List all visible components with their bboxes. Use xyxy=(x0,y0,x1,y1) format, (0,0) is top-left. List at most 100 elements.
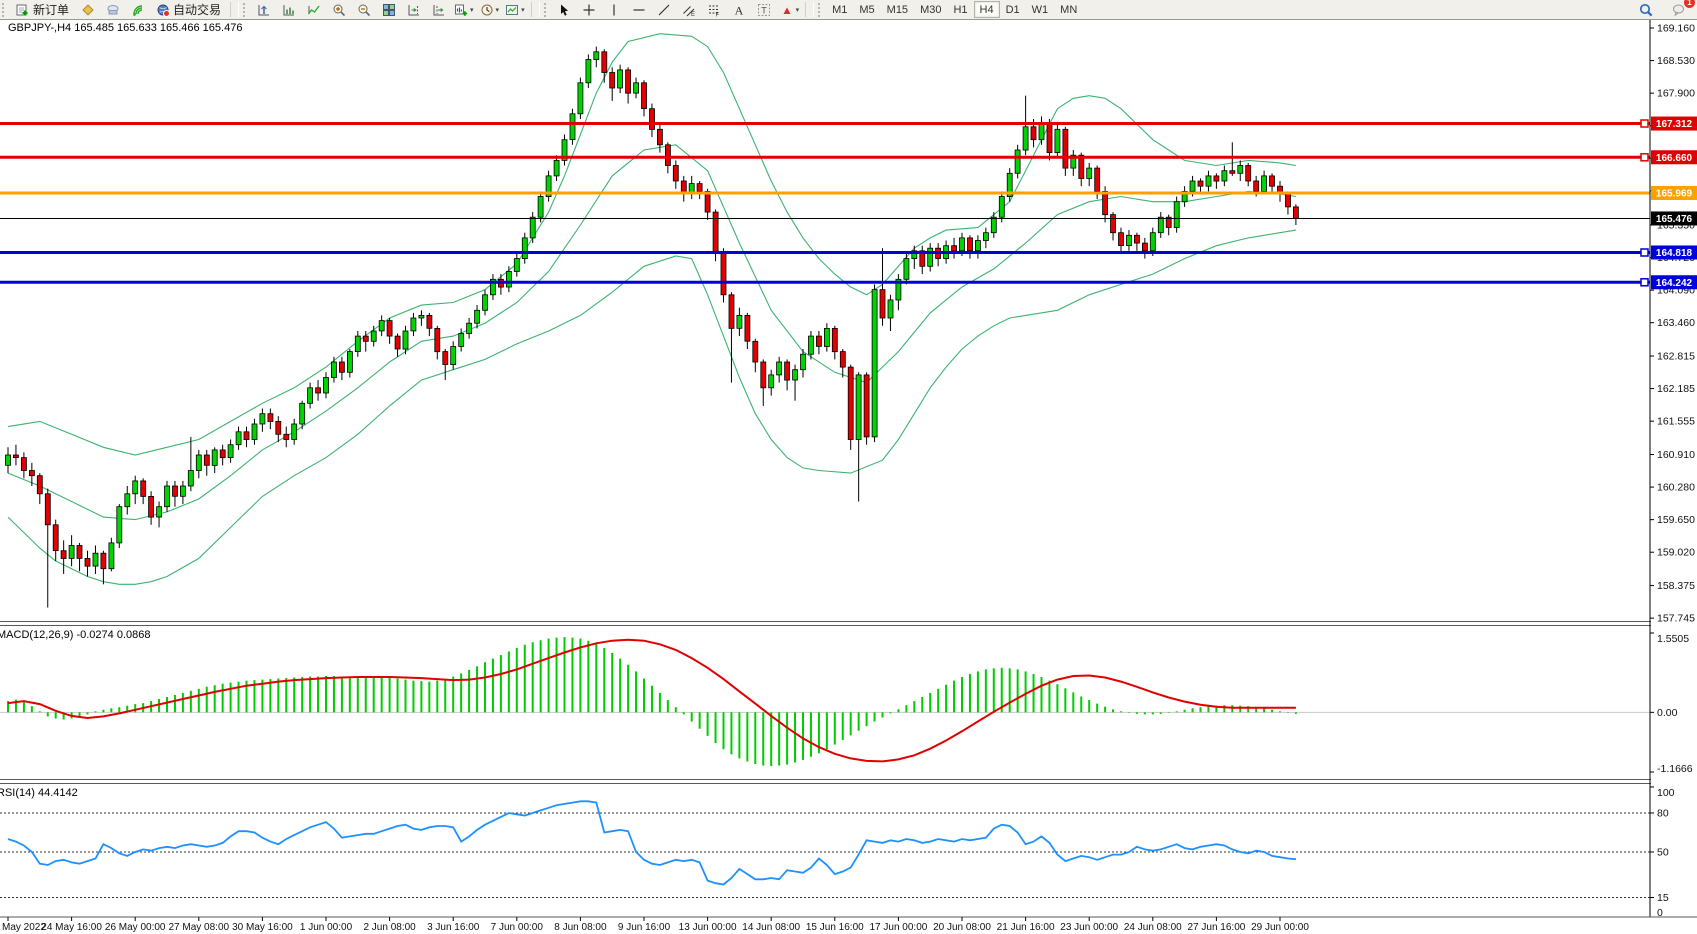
timeframe-button-m15[interactable]: M15 xyxy=(886,3,909,16)
macd-signal-line xyxy=(7,638,1296,763)
candle-body xyxy=(307,387,314,404)
price-tag xyxy=(1651,275,1697,290)
auto-scroll-button[interactable] xyxy=(401,0,426,19)
channel-icon: E xyxy=(683,5,695,17)
tile-windows-button[interactable] xyxy=(376,0,401,19)
panel-separator[interactable] xyxy=(0,621,1697,626)
timeframe-button-d1[interactable]: D1 xyxy=(1005,3,1020,16)
candle-body xyxy=(434,327,441,353)
new-chart-button[interactable]: ▾ xyxy=(451,0,477,19)
timeframe-button-m1[interactable]: M1 xyxy=(832,3,848,16)
bollinger-upper-line xyxy=(7,33,1296,456)
candle-body xyxy=(776,361,782,376)
candle-body xyxy=(1285,193,1291,208)
crosshair-button[interactable] xyxy=(577,0,602,19)
trendline-button[interactable] xyxy=(652,0,677,19)
price-hline-handle[interactable] xyxy=(1640,248,1649,257)
candle-body xyxy=(672,165,679,182)
candle-body xyxy=(808,335,814,355)
candle-body xyxy=(1293,206,1299,219)
cursor-button[interactable] xyxy=(552,0,577,19)
vertical-line-button[interactable] xyxy=(602,0,627,19)
timeframe-button-h1[interactable]: H1 xyxy=(953,3,968,16)
candle-body xyxy=(760,361,767,389)
zoom-out-button[interactable] xyxy=(351,0,376,19)
candle-body xyxy=(28,470,35,477)
candle-body xyxy=(20,457,27,471)
price-tag-label: 165.969 xyxy=(1656,188,1693,199)
chevron-down-icon: ▾ xyxy=(470,6,474,14)
text-label-button[interactable]: T xyxy=(752,0,777,19)
template-icon xyxy=(506,4,519,15)
zoom-in-button[interactable] xyxy=(326,0,351,19)
candle-body xyxy=(148,495,155,518)
candle-body xyxy=(315,387,322,394)
timeframe-button-mn[interactable]: MN xyxy=(1060,3,1078,16)
chart-type-button[interactable] xyxy=(301,0,326,19)
svg-text:T: T xyxy=(761,5,767,15)
price-hline-handle[interactable] xyxy=(1640,119,1649,128)
candle-body xyxy=(1197,180,1204,187)
price-hline-handle[interactable] xyxy=(1640,278,1649,287)
macd-indicator-label: MACD(12,26,9) -0.0274 0.0868 xyxy=(0,629,151,641)
candle-body xyxy=(537,196,544,218)
candle-body xyxy=(195,454,202,471)
candle-body xyxy=(505,271,512,288)
fibonacci-button[interactable]: F xyxy=(702,0,727,19)
timeframe-button-m30[interactable]: M30 xyxy=(920,3,942,16)
candle-body xyxy=(768,374,775,389)
macd-axis-label: 1.5505 xyxy=(1657,633,1689,645)
candle-body xyxy=(203,454,210,466)
periods-button[interactable]: ▾ xyxy=(477,0,503,19)
channel-button[interactable]: E xyxy=(677,0,702,19)
candle-body xyxy=(1189,180,1196,192)
candle-body xyxy=(593,51,600,60)
panel-separator[interactable] xyxy=(0,779,1697,784)
price-tag xyxy=(1651,245,1697,260)
candle-body xyxy=(442,351,449,365)
candle-body xyxy=(251,423,258,440)
candle-body xyxy=(394,335,401,350)
candle-body xyxy=(370,330,377,342)
candle-body xyxy=(792,369,798,381)
clock-icon xyxy=(481,4,493,15)
time-axis-label: 7 Jun 00:00 xyxy=(491,922,544,933)
signals-button[interactable] xyxy=(125,0,150,19)
notifications-button[interactable]: 1 xyxy=(1666,0,1695,19)
arrows-button[interactable]: ▾ xyxy=(777,0,803,19)
candle-body xyxy=(728,294,735,329)
new-order-button[interactable]: 新订单 xyxy=(10,0,75,19)
candle-body xyxy=(1094,167,1101,192)
price-axis-tick-label: 168.530 xyxy=(1657,55,1695,67)
candle-body xyxy=(665,144,671,166)
candle-body xyxy=(76,545,83,559)
candle-body xyxy=(450,346,457,366)
autotrading-button-label: 自动交易 xyxy=(173,3,222,17)
time-axis-label: 26 May 00:00 xyxy=(105,922,166,933)
data-window-button[interactable] xyxy=(251,0,276,19)
timeframe-button-w1[interactable]: W1 xyxy=(1031,3,1049,16)
market-button[interactable] xyxy=(75,0,100,19)
templates-button[interactable]: ▾ xyxy=(502,0,528,19)
horizontal-line-button[interactable] xyxy=(627,0,652,19)
candle-body xyxy=(418,314,425,319)
candle-body xyxy=(800,353,806,371)
chart-title: GBPJPY-,H4 165.485 165.633 165.466 165.4… xyxy=(8,22,243,34)
rsi-line xyxy=(7,800,1296,886)
rsi-axis-label: 15 xyxy=(1657,892,1669,904)
autotrading-button[interactable]: 自动交易 xyxy=(150,0,227,19)
chart-shift-button[interactable] xyxy=(426,0,451,19)
candle-body xyxy=(1261,175,1267,192)
candle-body xyxy=(1229,170,1236,174)
timeframe-button-m5[interactable]: M5 xyxy=(859,3,875,16)
text-button[interactable]: A xyxy=(727,0,752,19)
navigator-button[interactable] xyxy=(276,0,301,19)
price-axis-background[interactable] xyxy=(1651,19,1697,917)
candle-body xyxy=(657,128,663,146)
price-hline-handle[interactable] xyxy=(1640,153,1649,162)
candle-body xyxy=(156,506,163,518)
hosting-button[interactable] xyxy=(100,0,125,19)
search-button[interactable] xyxy=(1633,0,1658,19)
timeframe-button-h4[interactable]: H4 xyxy=(973,1,1000,18)
